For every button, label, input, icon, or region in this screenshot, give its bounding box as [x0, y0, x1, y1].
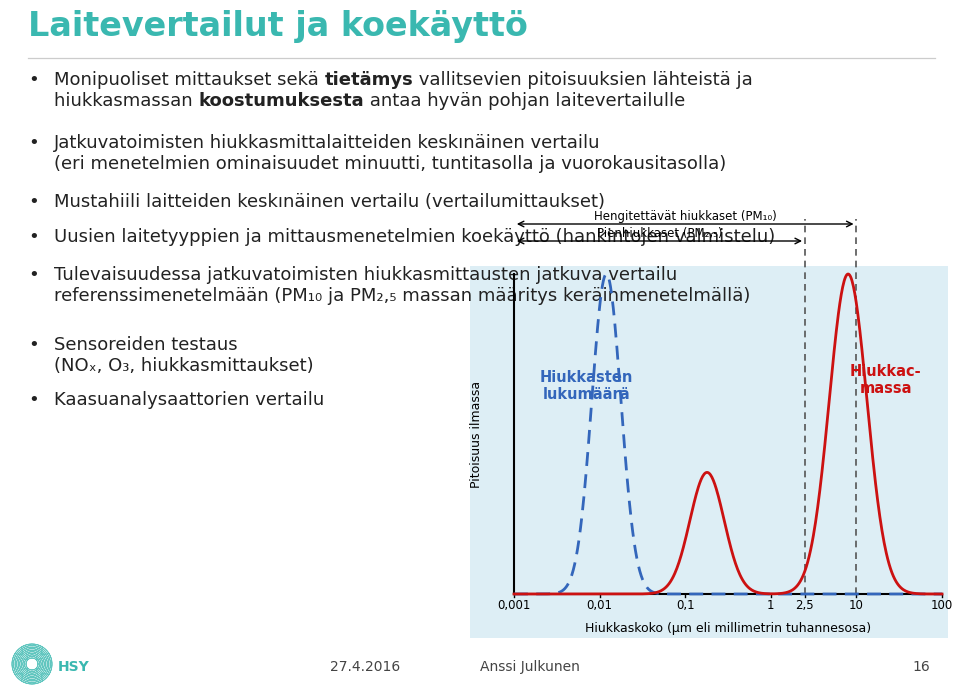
Text: 0,01: 0,01 — [587, 599, 612, 612]
Text: 10: 10 — [849, 599, 864, 612]
Text: antaa hyvän pohjan laitevertailulle: antaa hyvän pohjan laitevertailulle — [364, 92, 685, 110]
Text: Monipuoliset mittaukset sekä: Monipuoliset mittaukset sekä — [54, 71, 324, 89]
Text: Hiukkас-
massa: Hiukkас- massa — [850, 363, 922, 396]
Text: vallitsevien pitoisuuksien lähteistä ja: vallitsevien pitoisuuksien lähteistä ja — [413, 71, 753, 89]
Text: Mustahiili laitteiden keskınäinen vertailu (vertailumittaukset): Mustahiili laitteiden keskınäinen vertai… — [54, 193, 605, 211]
Text: 27.4.2016: 27.4.2016 — [330, 660, 400, 674]
Text: (NOₓ, O₃, hiukkasmittaukset): (NOₓ, O₃, hiukkasmittaukset) — [54, 357, 314, 375]
Text: •: • — [28, 134, 38, 152]
Text: Jatkuvatoimisten hiukkasmittalaitteiden keskınäinen vertailu: Jatkuvatoimisten hiukkasmittalaitteiden … — [54, 134, 601, 152]
Text: 1: 1 — [767, 599, 775, 612]
Text: •: • — [28, 266, 38, 284]
Text: 2,5: 2,5 — [796, 599, 814, 612]
Text: 0,001: 0,001 — [497, 599, 531, 612]
Text: Uusien laitetyyppien ja mittausmenetelmien koekäyttö (hankintojen valmistelu): Uusien laitetyyppien ja mittausmenetelmi… — [54, 228, 776, 246]
Text: •: • — [28, 391, 38, 409]
Text: •: • — [28, 336, 38, 354]
Text: Tulevaisuudessa jatkuvatoimisten hiukkasmittausten jatkuva vertailu: Tulevaisuudessa jatkuvatoimisten hiukkas… — [54, 266, 677, 284]
Text: (eri menetelmien ominaisuudet minuutti, tuntitasolla ja vuorokausitasolla): (eri menetelmien ominaisuudet minuutti, … — [54, 155, 727, 173]
Text: Laitevertailut ja koekäyttö: Laitevertailut ja koekäyttö — [28, 10, 528, 43]
Text: •: • — [28, 71, 38, 89]
Text: Pitoisuus ilmassa: Pitoisuus ilmassa — [469, 381, 483, 488]
Text: Hiukkaskoko (μm eli millimetrin tuhannesosa): Hiukkaskoko (μm eli millimetrin tuhannes… — [585, 622, 871, 635]
Text: 0,1: 0,1 — [676, 599, 694, 612]
Text: •: • — [28, 228, 38, 246]
Text: Hiukkasten
lukumäärä: Hiukkasten lukumäärä — [540, 370, 633, 402]
Text: 16: 16 — [912, 660, 930, 674]
Text: koostumuksesta: koostumuksesta — [199, 92, 364, 110]
Text: hiukkasmassan: hiukkasmassan — [54, 92, 199, 110]
Text: referenssimenetelmään (PM₁₀ ja PM₂,₅ massan määritys keräinmenetelmällä): referenssimenetelmään (PM₁₀ ja PM₂,₅ mas… — [54, 287, 751, 305]
Text: •: • — [28, 193, 38, 211]
Text: HSY: HSY — [58, 660, 89, 674]
Text: 100: 100 — [931, 599, 953, 612]
Text: Sensoreiden testaus: Sensoreiden testaus — [54, 336, 238, 354]
Text: Kaasuanalysaattorien vertailu: Kaasuanalysaattorien vertailu — [54, 391, 324, 409]
Text: Anssi Julkunen: Anssi Julkunen — [480, 660, 580, 674]
Text: tietämys: tietämys — [324, 71, 413, 89]
Bar — [470, 266, 948, 638]
Text: Pienhiukkaset (PM₂,₅): Pienhiukkaset (PM₂,₅) — [597, 227, 722, 240]
Text: Hengitettävät hiukkaset (PM₁₀): Hengitettävät hiukkaset (PM₁₀) — [594, 210, 777, 223]
